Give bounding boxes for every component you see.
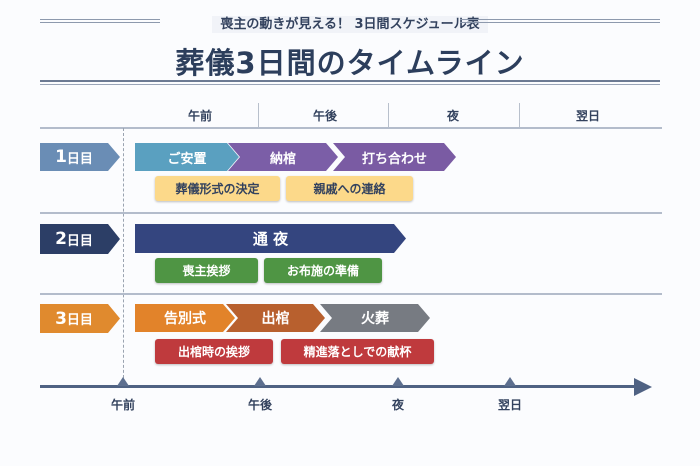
column-header-next-day: 翌日 (575, 109, 600, 123)
phase-tsuya: 通 夜 (135, 224, 406, 253)
tick-marker-icon (392, 377, 404, 386)
row-divider (40, 212, 662, 214)
subtitle-rule-right (460, 19, 660, 23)
tick-marker-icon (117, 377, 129, 386)
column-divider (258, 103, 259, 128)
task-chief-mourner-greeting: 喪主挨拶 (155, 258, 258, 283)
axis-label-afternoon: 午後 (247, 398, 272, 412)
column-divider (519, 103, 520, 128)
axis-label-morning: 午前 (110, 398, 135, 412)
start-guide-line (123, 128, 124, 383)
phase-uchiawase: 打ち合わせ (333, 143, 456, 171)
task-funeral-format: 葬儀形式の決定 (155, 176, 280, 201)
axis-arrow-icon (634, 378, 652, 396)
task-kenpai-toast: 精進落としでの献杯 (281, 339, 434, 364)
column-header-morning: 午前 (187, 109, 212, 123)
task-contact-relatives: 親戚への連絡 (286, 176, 413, 201)
title-divider (40, 80, 660, 85)
phase-anchi: ご安置 (135, 143, 239, 171)
day-1-label: 1 日目 (40, 143, 120, 171)
phase-shukkan: 出棺 (226, 304, 325, 332)
column-header-night: 夜 (446, 109, 459, 123)
subtitle: 喪主の動きが見える！ 3日間スケジュール表 (0, 13, 700, 33)
column-header-afternoon: 午後 (312, 109, 337, 123)
phase-kaso: 火葬 (320, 304, 430, 332)
day-2-label: 2 日目 (40, 224, 120, 254)
phase-kokubetsushiki: 告別式 (135, 304, 235, 332)
task-ofuse-preparation: お布施の準備 (264, 258, 382, 283)
axis-label-next-day: 翌日 (497, 398, 522, 412)
day-3-label: 3 日目 (40, 304, 120, 333)
timeline-axis (40, 385, 638, 388)
header-divider (40, 127, 662, 129)
task-departure-greeting: 出棺時の挨拶 (155, 339, 273, 364)
axis-label-night: 夜 (391, 398, 404, 412)
tick-marker-icon (504, 377, 516, 386)
column-divider (388, 103, 389, 128)
page-title: 葬儀3日間のタイムライン (175, 46, 525, 80)
subtitle-rule-left (40, 19, 160, 23)
row-divider (40, 293, 662, 295)
phase-nokan: 納棺 (228, 143, 338, 171)
tick-marker-icon (254, 377, 266, 386)
